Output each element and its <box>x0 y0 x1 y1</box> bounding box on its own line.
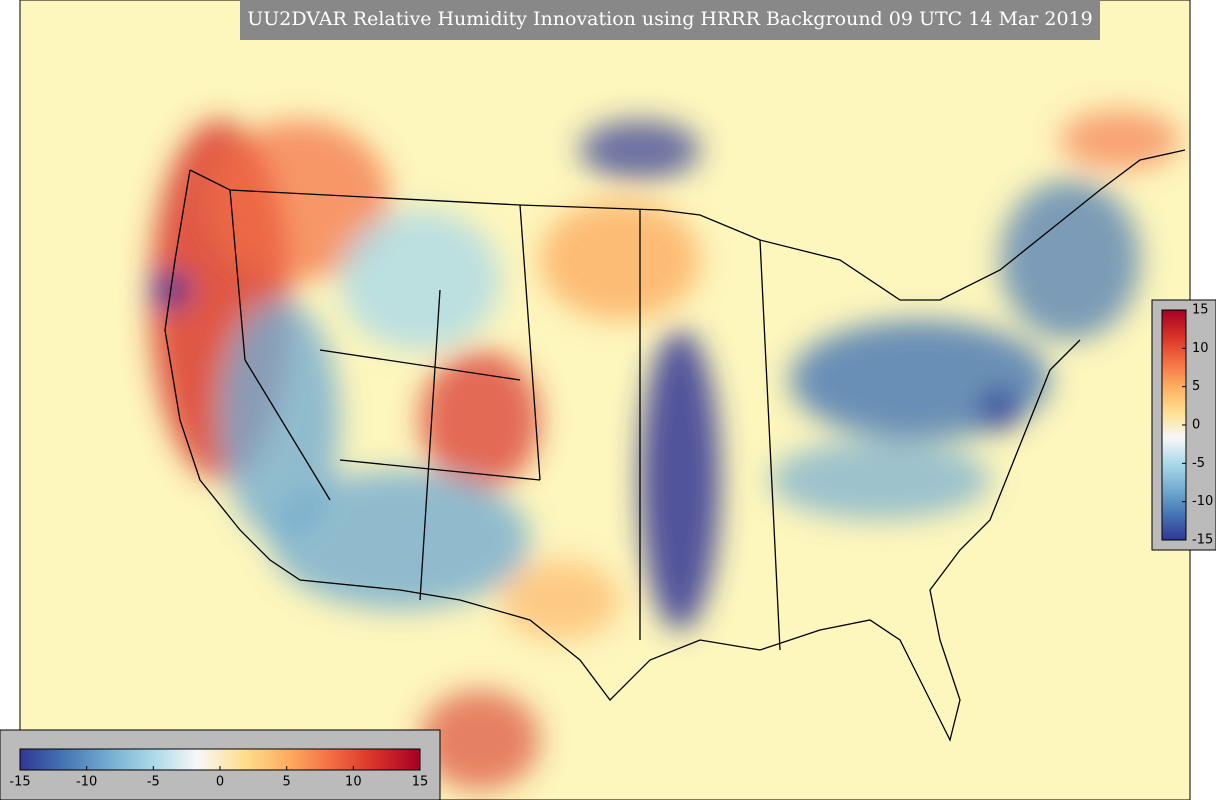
map-area <box>20 0 1190 800</box>
h-tick-label: -10 <box>76 775 97 790</box>
v-tick-label: 10 <box>1192 341 1209 356</box>
v-tick-label: 0 <box>1192 418 1200 433</box>
h-tick-label: 15 <box>412 775 429 790</box>
v-tick-label: -5 <box>1192 456 1205 471</box>
boundaries <box>164 149 1186 742</box>
v-tick-label: 15 <box>1192 303 1209 318</box>
h-tick-label: -5 <box>147 775 160 790</box>
h-tick-label: 5 <box>283 775 291 790</box>
title: UU2DVAR Relative Humidity Innovation usi… <box>247 8 1092 30</box>
v-tick-label: -10 <box>1192 494 1213 509</box>
h-tick-label: 0 <box>216 775 224 790</box>
title-box <box>240 0 1100 40</box>
v-tick-label: -15 <box>1192 533 1213 548</box>
v-tick-label: 5 <box>1192 379 1200 394</box>
field-blobs <box>150 110 1180 790</box>
h-tick-label: 10 <box>345 775 362 790</box>
h-tick-label: -15 <box>9 775 30 790</box>
